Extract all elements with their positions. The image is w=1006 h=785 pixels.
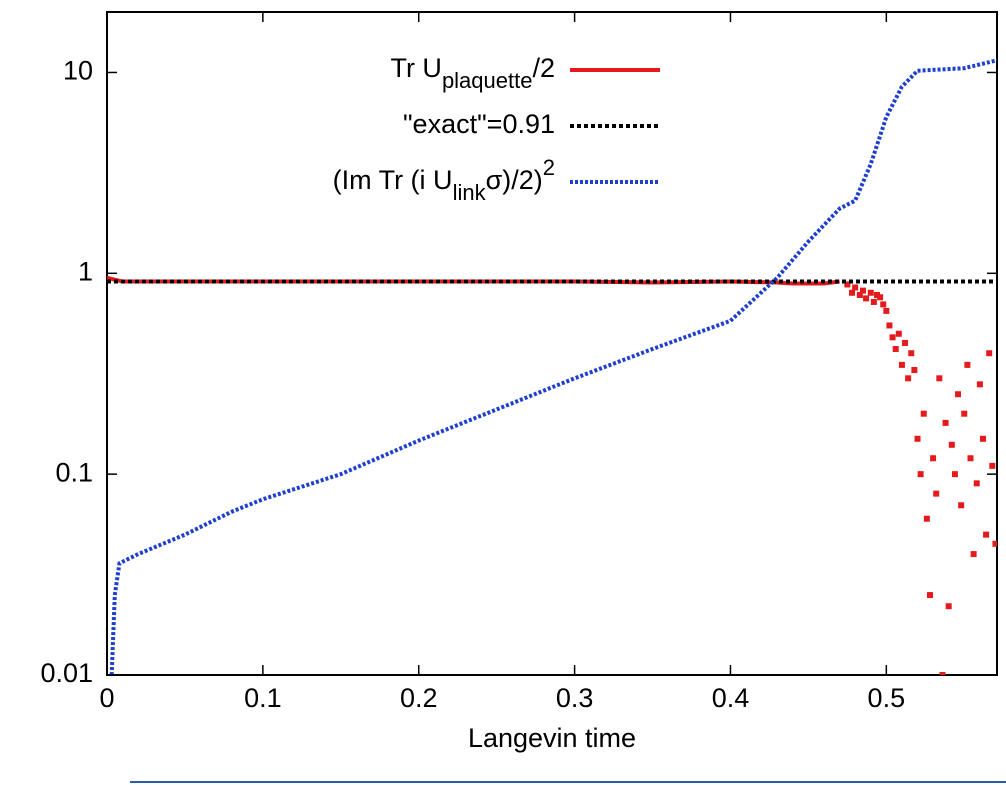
legend-text-part: plaquette (442, 68, 533, 93)
plot-frame (106, 11, 998, 676)
data-point (863, 295, 870, 302)
data-point (979, 435, 986, 442)
y-tick-label: 0.1 (55, 457, 93, 487)
legend-label: "exact"=0.91 (403, 109, 555, 139)
data-point (883, 307, 890, 314)
legend-text-part: σ)/2) (486, 165, 543, 195)
x-tick-label: 0 (99, 683, 114, 713)
x-axis-label: Langevin time (468, 723, 636, 753)
data-point (895, 330, 902, 337)
data-point (923, 515, 930, 522)
data-point (926, 592, 933, 599)
x-tick-label: 0.3 (556, 683, 594, 713)
data-point (892, 345, 899, 352)
data-point (886, 322, 893, 329)
data-point (898, 361, 905, 368)
data-point (844, 281, 851, 288)
data-point (948, 441, 955, 448)
legend-label: Tr Uplaquette/2 (390, 53, 555, 93)
data-point (905, 375, 912, 382)
x-tick-label: 0.2 (400, 683, 438, 713)
legend-text-part: link (453, 180, 487, 205)
data-point (964, 361, 971, 368)
y-tick-label: 1 (78, 256, 93, 286)
data-point (942, 419, 949, 426)
data-point (880, 301, 887, 308)
legend-text-part: Tr U (390, 53, 441, 83)
data-point (967, 455, 974, 462)
x-tick-label: 0.5 (868, 683, 906, 713)
data-point (936, 375, 943, 382)
data-point (970, 551, 977, 558)
y-tick-label: 10 (63, 56, 93, 86)
legend-text-part: /2 (532, 53, 555, 83)
legend-text-part: "exact"=0.91 (403, 109, 555, 139)
data-point (859, 287, 866, 294)
data-point (856, 291, 863, 298)
data-point (902, 339, 909, 346)
data-point (920, 410, 927, 417)
data-point (911, 367, 918, 374)
data-point (917, 471, 924, 478)
legend-text-part: (Im Tr (i U (333, 165, 453, 195)
data-point (958, 502, 965, 509)
data-point (955, 391, 962, 398)
data-point (908, 350, 915, 357)
data-point (961, 410, 968, 417)
data-point (873, 291, 880, 298)
data-point (973, 480, 980, 487)
data-point (870, 298, 877, 305)
data-point (986, 350, 993, 357)
series-line (109, 58, 997, 675)
data-point (945, 603, 952, 610)
data-point (877, 294, 884, 301)
legend-text-part: 2 (543, 155, 555, 180)
data-point (867, 289, 874, 296)
data-point (939, 672, 946, 675)
data-point (983, 531, 990, 538)
data-point (889, 334, 896, 341)
data-point (933, 490, 940, 497)
y-tick-label: 0.01 (40, 658, 93, 688)
data-point (914, 435, 921, 442)
data-point (930, 455, 937, 462)
data-point (951, 471, 958, 478)
data-point (852, 284, 859, 291)
plot-area (107, 58, 997, 675)
legend-label: (Im Tr (i Ulinkσ)/2)2 (333, 155, 555, 205)
x-tick-label: 0.4 (712, 683, 750, 713)
data-point (849, 289, 856, 296)
data-point (989, 462, 996, 469)
x-tick-label: 0.1 (244, 683, 282, 713)
data-point (992, 540, 997, 547)
data-point (976, 381, 983, 388)
